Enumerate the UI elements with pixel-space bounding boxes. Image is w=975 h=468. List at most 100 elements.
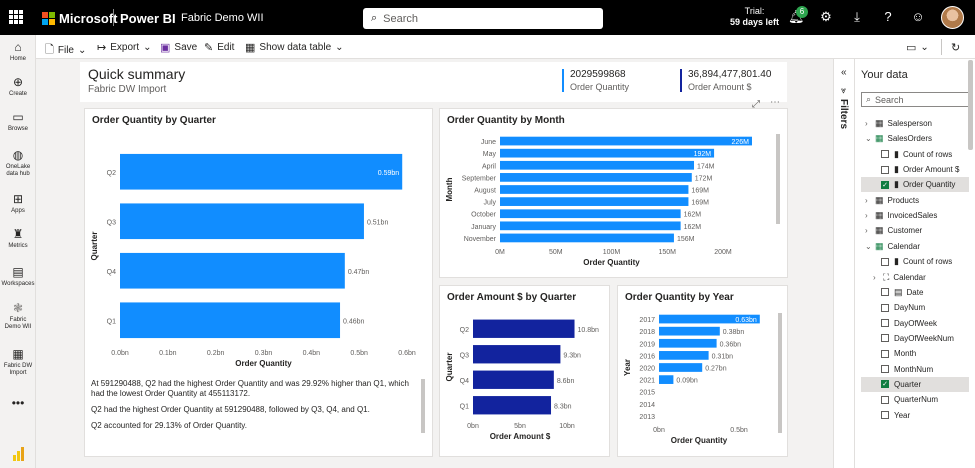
bar[interactable] (473, 396, 552, 415)
field-checkbox[interactable] (881, 165, 889, 174)
field-item[interactable]: ✓ ▮ Order Quantity (861, 177, 969, 193)
nav-metrics[interactable]: ♜ Metrics (0, 227, 36, 250)
field-item[interactable]: ▮ Count of rows (861, 254, 969, 269)
file-menu[interactable]: 🗋︎ File ⌄ (45, 41, 86, 60)
field-item[interactable]: ⌄ ▦ Calendar (861, 239, 969, 254)
chevron-down-icon[interactable]: ⌄ (865, 134, 872, 144)
field-item[interactable]: DayNum (861, 300, 969, 315)
bar[interactable] (500, 148, 715, 158)
chevron-right-icon[interactable]: › (865, 226, 868, 236)
bar[interactable] (659, 326, 720, 336)
bar[interactable] (500, 185, 689, 194)
chart-month-quantity[interactable]: Order Quantity by Month June 226M May 192M A… (439, 108, 788, 278)
gear-icon[interactable]: ⚙ (820, 9, 832, 24)
show-data-table-button[interactable]: ▦ Show data table ⌄ (245, 41, 344, 54)
bar[interactable] (120, 252, 345, 289)
scrollbar[interactable] (968, 60, 973, 150)
kpi-order-quantity[interactable]: 2029599868 Order Quantity (562, 69, 629, 92)
field-item[interactable]: › ▦ Salesperson (861, 116, 969, 131)
nav-create[interactable]: ⊕ Create (0, 75, 36, 98)
field-item[interactable]: MonthNum (861, 362, 969, 377)
bar[interactable] (500, 160, 695, 170)
help-icon[interactable]: ? (884, 9, 892, 24)
field-item[interactable]: › ▦ Customer (861, 223, 969, 238)
nav-report-fabric-dw-import[interactable]: ▦ Fabric DW Import (0, 347, 36, 377)
field-item[interactable]: › ▦ InvoicedSales (861, 208, 969, 223)
field-item[interactable]: DayOfWeek (861, 316, 969, 331)
field-item[interactable]: ▮ Count of rows (861, 147, 969, 162)
bar[interactable] (659, 363, 703, 372)
nav-apps[interactable]: ⊞ Apps (0, 192, 36, 215)
app-launcher-icon[interactable] (9, 10, 23, 24)
field-checkbox[interactable] (881, 334, 889, 343)
field-checkbox[interactable] (881, 395, 889, 404)
feedback-smiley-icon[interactable]: ☺ (911, 9, 925, 24)
bar[interactable] (500, 209, 681, 219)
global-search-input[interactable]: ⌕ Search (363, 8, 603, 29)
bar[interactable] (659, 314, 760, 324)
field-item[interactable]: ▤ Date (861, 285, 969, 300)
product-name[interactable]: Power BI (120, 11, 176, 26)
bar[interactable] (473, 319, 575, 338)
kpi-order-amount[interactable]: 36,894,477,801.40 Order Amount $ (680, 69, 771, 92)
field-checkbox[interactable] (881, 288, 889, 297)
filters-pane-collapsed[interactable]: « ⩔ Filters (833, 59, 855, 468)
user-avatar[interactable] (941, 6, 964, 29)
bar[interactable] (473, 345, 561, 364)
scrollbar[interactable] (421, 379, 425, 433)
nav-workspace-fabric-demo[interactable]: ❃ Fabric Demo WII (0, 301, 36, 331)
chart-year-quantity[interactable]: Order Quantity by Year 2017 0.63bn 2018 0.3… (617, 285, 788, 457)
field-item[interactable]: › ⛶ Calendar (861, 270, 969, 285)
field-item[interactable]: Year (861, 408, 969, 423)
field-item[interactable]: › ▦ Products (861, 193, 969, 208)
bar[interactable] (120, 203, 364, 240)
field-item[interactable]: QuarterNum (861, 392, 969, 407)
bar[interactable] (659, 351, 709, 360)
more-options-icon[interactable]: ••• (11, 396, 25, 410)
collapse-chevron-icon[interactable]: « (841, 67, 847, 78)
field-checkbox[interactable] (881, 349, 889, 358)
chart-quarter-amount[interactable]: Order Amount $ by Quarter Q2 10.8bn Q3 9.3b… (439, 285, 610, 457)
field-checkbox[interactable] (881, 150, 889, 159)
scrollbar[interactable] (776, 134, 780, 224)
view-mode-menu[interactable]: ▭ ⌄ (906, 41, 929, 54)
chevron-right-icon[interactable]: › (865, 119, 868, 128)
field-item[interactable]: ⌄ ▦ SalesOrders (861, 131, 969, 146)
bar[interactable] (120, 302, 341, 339)
export-menu[interactable]: ↦ Export ⌄ (97, 41, 152, 54)
trial-status[interactable]: Trial: 59 days left (730, 6, 779, 28)
chevron-right-icon[interactable]: › (865, 195, 868, 205)
nav-workspaces[interactable]: ▤ Workspaces (0, 265, 36, 288)
bar[interactable] (659, 338, 717, 348)
chart-quarter-quantity[interactable]: Order Quantity by Quarter Q2 0.59bn Q3 0.51… (84, 108, 433, 457)
field-item[interactable]: ✓ Quarter (861, 376, 969, 392)
bar[interactable] (659, 375, 674, 384)
field-item[interactable]: DayOfWeekNum (861, 331, 969, 346)
field-checkbox[interactable] (881, 365, 889, 374)
more-options-icon[interactable]: ⋯ (770, 97, 780, 108)
field-checkbox[interactable] (881, 411, 889, 420)
data-search-input[interactable]: ⌕ Search (861, 92, 969, 107)
bar[interactable] (500, 233, 674, 243)
nav-browse[interactable]: ▭ Browse (0, 110, 36, 133)
bar[interactable] (500, 221, 681, 231)
download-icon[interactable]: ⤓ (854, 9, 860, 24)
bar[interactable] (500, 136, 752, 146)
field-item[interactable]: ▮ Order Amount $ (861, 162, 969, 177)
focus-mode-icon[interactable]: ⤢ (752, 99, 760, 110)
nav-home[interactable]: ⌂ Home (0, 40, 36, 63)
bar[interactable] (500, 197, 689, 206)
chevron-right-icon[interactable]: › (865, 211, 868, 221)
refresh-button[interactable]: ↻ (951, 41, 960, 54)
bar[interactable] (120, 153, 403, 190)
edit-button[interactable]: ✎ Edit (204, 41, 234, 54)
workspace-name[interactable]: Fabric Demo WII (181, 12, 264, 24)
bar[interactable] (500, 173, 692, 182)
chevron-down-icon[interactable]: ⌄ (865, 241, 872, 251)
field-checkbox[interactable] (881, 257, 889, 266)
field-checkbox[interactable] (881, 303, 889, 312)
field-item[interactable]: Month (861, 346, 969, 361)
field-checkbox[interactable]: ✓ (881, 380, 889, 389)
chevron-right-icon[interactable]: › (873, 272, 876, 282)
nav-onelake[interactable]: ◍ OneLake data hub (0, 148, 36, 178)
